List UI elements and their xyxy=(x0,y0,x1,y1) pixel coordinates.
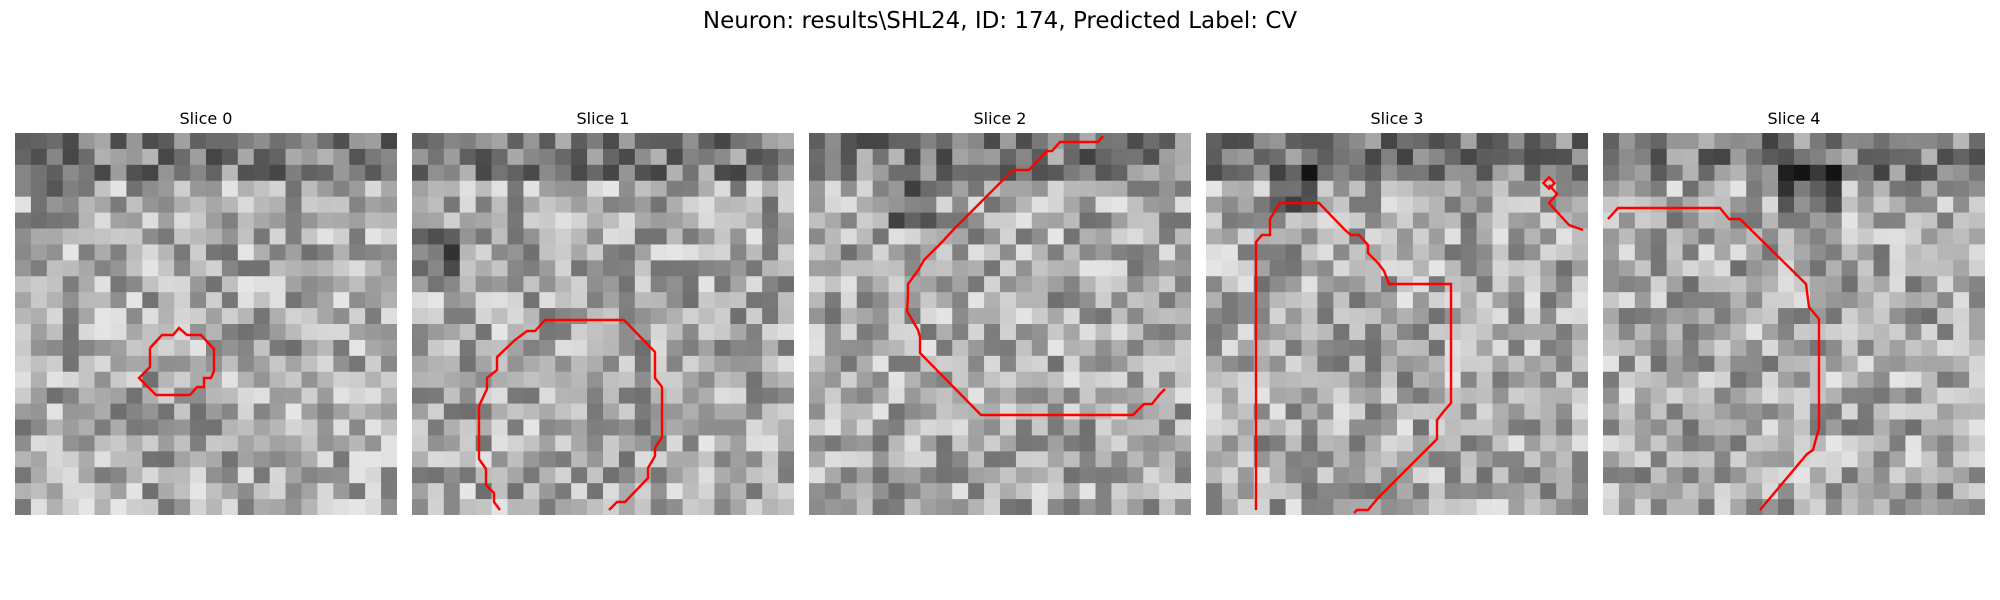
slice-panel-1: Slice 1 xyxy=(412,108,794,515)
cell-contour-1 xyxy=(477,318,664,511)
slice-pixels-2 xyxy=(809,133,1191,515)
slice-panel-2: Slice 2 xyxy=(809,108,1191,515)
cell-contour-2 xyxy=(905,135,1166,417)
slice-panel-0: Slice 0 xyxy=(15,108,397,515)
slice-title-0: Slice 0 xyxy=(179,109,233,128)
slice-image-3 xyxy=(1206,133,1588,515)
slice-image-2 xyxy=(809,133,1191,515)
slice-image-4 xyxy=(1603,133,1985,515)
cell-contour-3 xyxy=(1254,201,1453,514)
slice-image-1 xyxy=(412,133,794,515)
slice-image-0 xyxy=(15,133,397,515)
cell-contour-4 xyxy=(1607,206,1821,511)
cell-contour-3-fragment xyxy=(1547,184,1584,232)
slice-pixels-1 xyxy=(412,133,794,515)
cell-contour-0 xyxy=(137,326,216,397)
slice-title-1: Slice 1 xyxy=(576,109,630,128)
slice-pixels-3 xyxy=(1206,133,1588,515)
slice-pixels-4 xyxy=(1603,133,1985,515)
slice-title-2: Slice 2 xyxy=(973,109,1027,128)
slice-pixels-0 xyxy=(15,133,397,515)
slice-title-3: Slice 3 xyxy=(1370,109,1424,128)
figure-title: Neuron: results\SHL24, ID: 174, Predicte… xyxy=(702,8,1298,34)
slice-panel-3: Slice 3 xyxy=(1206,108,1588,515)
cell-contour-3-speck xyxy=(1541,175,1557,191)
slice-panel-4: Slice 4 xyxy=(1603,108,1985,515)
slice-title-4: Slice 4 xyxy=(1767,109,1821,128)
